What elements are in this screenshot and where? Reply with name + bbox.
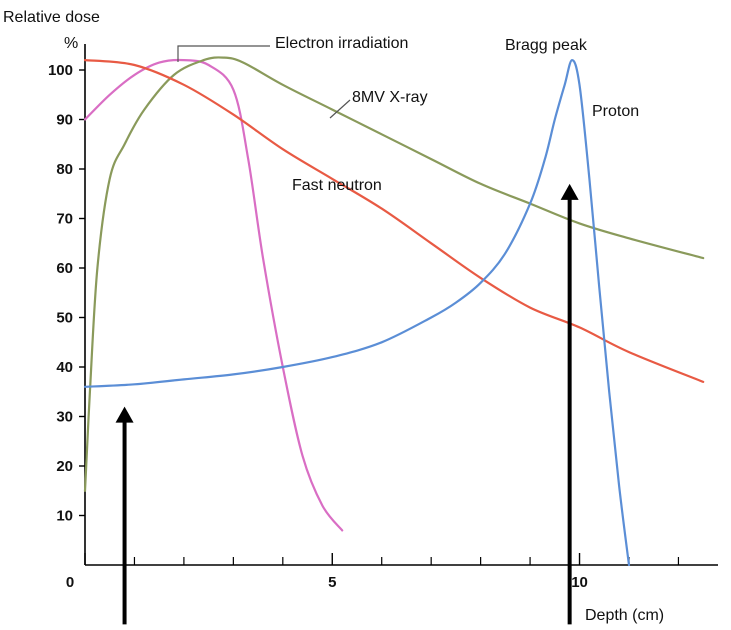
x-tick-label: 5 — [328, 574, 336, 591]
arrow-2 — [560, 183, 579, 625]
annotation-electron-irradiation: Electron irradiation — [275, 35, 408, 52]
y-tick-label: 60 — [56, 260, 73, 277]
y-tick-label: 90 — [56, 112, 73, 129]
y-tick-label: 50 — [56, 310, 73, 327]
ticks-layer: 10 20 30 40 50 60 70 80 90 100 0 5 10 — [48, 62, 680, 591]
series-line-electron-irradiation — [83, 58, 344, 532]
axes-layer — [84, 44, 718, 566]
x-axis-title: Depth (cm) — [585, 607, 664, 624]
series-line-8mv-x-ray — [83, 56, 705, 492]
annotation-fast-neutron: Fast neutron — [292, 177, 382, 194]
y-axis-title: Relative dose — [3, 9, 100, 26]
y-tick-label: 80 — [56, 161, 73, 178]
y-tick-label: 100 — [48, 62, 73, 79]
y-tick-label: 30 — [56, 409, 73, 426]
series-line-proton — [83, 59, 631, 567]
y-tick-label: 10 — [56, 508, 73, 525]
x-tick-label: 10 — [571, 574, 588, 591]
series-layer — [83, 56, 705, 567]
y-tick-label: 40 — [56, 359, 73, 376]
y-tick-label: 20 — [56, 458, 73, 475]
arrows-layer — [115, 183, 579, 625]
series-line-fast-neutron — [83, 59, 705, 383]
x-tick-label: 0 — [66, 574, 74, 591]
annotation-proton: Proton — [592, 103, 639, 120]
x-ray-label-leader — [329, 99, 351, 119]
arrow-head — [115, 406, 134, 423]
arrow-head — [560, 183, 579, 200]
annotation-bragg-peak: Bragg peak — [505, 37, 588, 54]
y-axis-unit: % — [64, 35, 78, 52]
electron-label-leader — [177, 45, 270, 62]
annotation-8mv-x-ray: 8MV X-ray — [352, 89, 428, 106]
y-tick-label: 70 — [56, 211, 73, 228]
arrow-1 — [115, 406, 134, 625]
